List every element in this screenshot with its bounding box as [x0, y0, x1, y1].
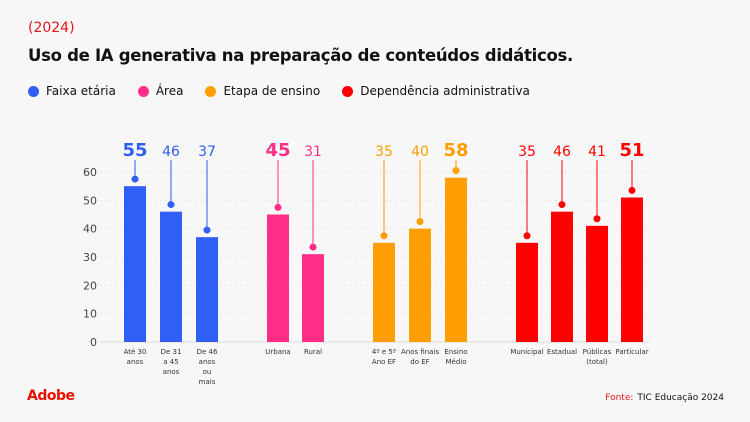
legend-item: Dependência administrativa	[342, 84, 530, 98]
category-label: anos	[127, 358, 144, 366]
bar	[586, 225, 608, 342]
data-label: 51	[619, 140, 644, 161]
bar	[373, 242, 395, 342]
category-label: Médio	[445, 358, 466, 366]
y-tick-label: 10	[83, 308, 97, 321]
data-point	[309, 243, 317, 251]
category-label: 4º e 5º	[372, 348, 396, 356]
bar	[160, 211, 182, 342]
category-label: Rural	[304, 348, 322, 356]
bar	[196, 237, 218, 342]
category-label: De 46	[197, 348, 218, 356]
legend-label: Dependência administrativa	[360, 84, 530, 98]
bar	[409, 228, 431, 342]
legend-label: Área	[155, 84, 184, 98]
legend-dot-icon	[28, 85, 39, 97]
category-label: mais	[199, 378, 216, 386]
bar	[445, 177, 467, 342]
source: Fonte: TIC Educação 2024	[605, 393, 724, 403]
adobe-logo: Adobe	[27, 388, 75, 404]
data-label: 31	[304, 144, 322, 160]
legend: Faixa etária Área Etapa de ensino Depend…	[28, 84, 530, 98]
data-label: 41	[588, 144, 606, 160]
data-label: 35	[518, 144, 536, 160]
bar	[551, 211, 573, 342]
category-label: Anos finais	[401, 348, 439, 356]
data-label: 55	[122, 140, 147, 161]
legend-item: Etapa de ensino	[205, 84, 320, 98]
y-tick-label: 60	[83, 166, 97, 179]
category-label: anos	[163, 368, 180, 376]
data-point	[203, 226, 211, 234]
data-point	[380, 232, 388, 240]
data-label: 40	[411, 144, 429, 160]
category-label: anos	[199, 358, 216, 366]
data-point	[452, 167, 460, 175]
data-label: 46	[162, 144, 180, 160]
data-point	[628, 186, 636, 194]
bar	[516, 242, 538, 342]
legend-label: Etapa de ensino	[223, 84, 321, 98]
bar	[267, 214, 289, 342]
category-label: Municipal	[510, 348, 543, 356]
bar	[124, 186, 146, 342]
chart-title: Uso de IA generativa na preparação de co…	[28, 46, 573, 65]
data-point	[558, 201, 566, 209]
legend-dot-icon	[137, 85, 149, 97]
data-label: 37	[198, 144, 216, 160]
data-point	[167, 201, 175, 209]
legend-dot-icon	[205, 85, 217, 97]
category-label: Urbana	[265, 348, 290, 356]
data-point	[131, 175, 139, 183]
source-label: Fonte:	[605, 393, 634, 403]
data-label: 58	[443, 140, 468, 161]
y-tick-label: 20	[83, 279, 97, 292]
data-point	[523, 232, 531, 240]
category-label: Particular	[615, 348, 648, 356]
legend-label: Faixa etária	[46, 84, 116, 98]
bar	[621, 197, 643, 342]
category-label: Públicas	[583, 348, 612, 356]
data-point	[593, 215, 601, 223]
category-label: Ensino	[444, 348, 467, 356]
category-label: De 31	[161, 348, 182, 356]
legend-dot-icon	[342, 85, 354, 97]
category-label: (total)	[586, 358, 608, 366]
data-label: 45	[265, 140, 290, 161]
y-tick-label: 30	[83, 251, 97, 264]
data-point	[416, 218, 424, 226]
category-label: a 45	[163, 358, 178, 366]
legend-item: Área	[137, 84, 184, 98]
category-label: Ano EF	[372, 358, 396, 366]
y-tick-label: 40	[83, 223, 97, 236]
data-label: 35	[375, 144, 393, 160]
category-label: ou	[203, 368, 212, 376]
y-tick-label: 0	[90, 336, 97, 349]
category-label: do EF	[410, 358, 429, 366]
y-tick-label: 50	[83, 194, 97, 207]
data-label: 46	[553, 144, 571, 160]
legend-item: Faixa etária	[28, 84, 116, 98]
source-text: TIC Educação 2024	[637, 393, 724, 403]
category-label: Até 30	[124, 348, 147, 356]
bar	[302, 254, 324, 342]
data-point	[274, 203, 282, 211]
year-label: (2024)	[28, 20, 75, 36]
category-label: Estadual	[547, 348, 577, 356]
